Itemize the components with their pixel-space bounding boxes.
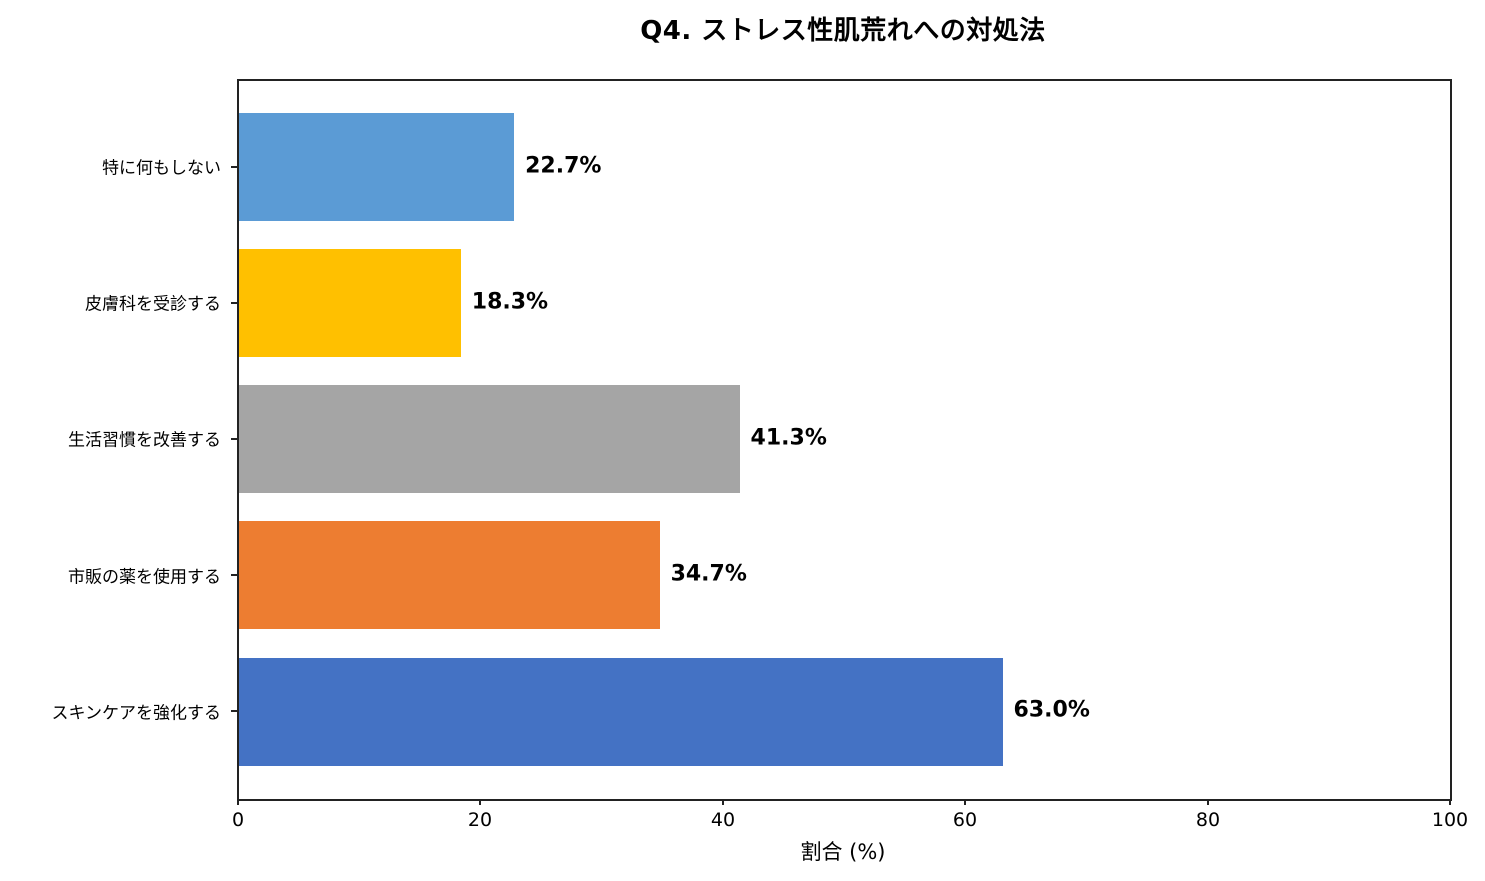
value-label-4: 63.0% — [1013, 697, 1090, 723]
y-label-3: 市販の薬を使用する — [68, 567, 221, 588]
x-axis-title: 割合 (%) — [800, 840, 886, 864]
x-tick-label: 20 — [467, 809, 493, 831]
y-label-1: 皮膚科を受診する — [85, 294, 221, 315]
plot-area — [237, 79, 1452, 801]
bar-4 — [239, 658, 1003, 766]
y-tick — [231, 574, 237, 576]
x-tick-label: 100 — [1431, 809, 1469, 831]
bar-3 — [239, 521, 660, 629]
y-label-0: 特に何もしない — [102, 158, 221, 179]
x-tick-label: 80 — [1195, 809, 1221, 831]
y-label-2: 生活習慣を改善する — [68, 430, 221, 451]
bar-2 — [239, 385, 740, 493]
value-label-1: 18.3% — [471, 289, 549, 315]
y-tick — [231, 166, 237, 168]
x-tick-label: 0 — [231, 809, 245, 831]
x-tick-label: 60 — [952, 809, 978, 831]
x-tick — [964, 799, 966, 805]
x-tick — [237, 799, 239, 805]
y-tick — [231, 710, 237, 712]
y-label-4: スキンケアを強化する — [51, 703, 222, 724]
value-label-0: 22.7% — [525, 153, 602, 179]
x-tick — [1207, 799, 1209, 805]
value-label-3: 34.7% — [670, 561, 747, 587]
value-label-2: 41.3% — [750, 425, 827, 451]
x-tick — [1449, 799, 1451, 805]
bar-0 — [239, 113, 515, 221]
x-tick — [722, 799, 724, 805]
bar-1 — [239, 249, 461, 357]
y-tick — [231, 302, 237, 304]
x-tick — [479, 799, 481, 805]
y-tick — [231, 438, 237, 440]
x-tick-label: 40 — [710, 809, 736, 831]
chart-title: Q4. ストレス性肌荒れへの対処法 — [640, 16, 1046, 46]
